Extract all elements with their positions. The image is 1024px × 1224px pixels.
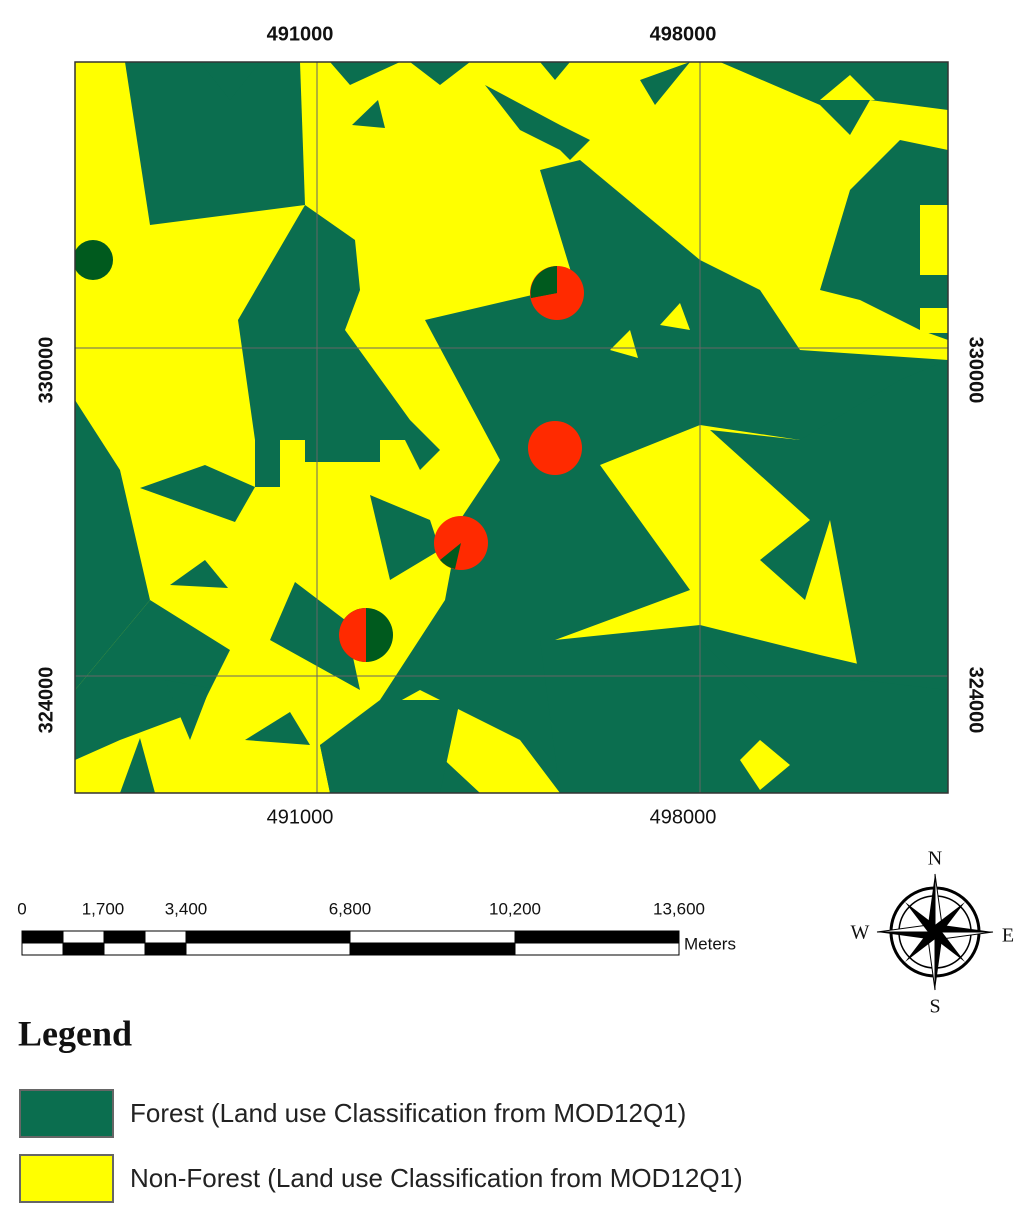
scale-label: 1,700 xyxy=(82,899,125,918)
compass-label: E xyxy=(1002,925,1014,947)
map-shape xyxy=(103,930,146,944)
legend-item: Forest (Land use Classification from MOD… xyxy=(130,1098,686,1128)
grid-label: 330000 xyxy=(965,337,987,404)
map-shape xyxy=(410,62,470,85)
map-shape xyxy=(640,62,690,105)
map-shape xyxy=(21,930,64,944)
map-shape xyxy=(531,290,557,298)
scale-label: 13,600 xyxy=(653,899,705,918)
map-shape xyxy=(540,62,570,80)
map-shape xyxy=(200,62,260,100)
map-shape xyxy=(530,266,557,298)
grid-label: 498000 xyxy=(650,806,717,828)
map-shape xyxy=(165,680,210,740)
scale-label: 3,400 xyxy=(165,899,208,918)
map-shape xyxy=(320,160,948,793)
map-shape xyxy=(144,942,187,956)
map-shape xyxy=(75,600,230,760)
scale-unit: Meters xyxy=(684,934,736,953)
map-frame xyxy=(74,61,949,794)
legend-item: Non-Forest (Land use Classification from… xyxy=(130,1163,743,1193)
map-shape xyxy=(125,62,305,225)
grid-label: 324000 xyxy=(35,667,57,734)
grid-label: 330000 xyxy=(35,337,57,404)
map-shape xyxy=(238,205,440,487)
scale-label: 6,800 xyxy=(329,899,372,918)
scale-label: 10,200 xyxy=(489,899,541,918)
map-shape xyxy=(660,303,690,330)
map-shape xyxy=(320,700,460,793)
map-shape xyxy=(330,62,400,85)
map-shape xyxy=(528,421,582,475)
map-shape xyxy=(339,608,366,662)
map-shape xyxy=(820,140,948,340)
map-shape xyxy=(75,240,113,280)
map-shape xyxy=(140,465,255,522)
map-shape xyxy=(905,902,965,962)
scale-label: 0 xyxy=(17,899,26,918)
map-shape xyxy=(352,100,385,128)
legend-swatch xyxy=(19,1089,114,1138)
map-body xyxy=(75,62,948,793)
north-arrow xyxy=(876,873,994,991)
grid-label: 498000 xyxy=(650,23,717,45)
map-shape xyxy=(740,740,790,790)
grid-label: 491000 xyxy=(267,23,334,45)
map-shape xyxy=(170,560,228,588)
map-shape xyxy=(610,330,638,358)
compass-label: W xyxy=(851,922,870,944)
map-shape xyxy=(440,543,461,569)
map-shape xyxy=(120,738,155,793)
map-shape xyxy=(920,205,948,275)
legend-swatch xyxy=(19,1154,114,1203)
map-shape xyxy=(820,75,875,100)
grid-label: 324000 xyxy=(965,667,987,734)
grid-label: 491000 xyxy=(267,806,334,828)
map-shape xyxy=(485,85,590,160)
map-shape xyxy=(370,495,440,580)
map-shape xyxy=(75,400,150,690)
map-shape xyxy=(270,582,360,690)
map-shape xyxy=(710,360,948,690)
compass-label: N xyxy=(928,848,942,870)
legend-title: Legend xyxy=(18,1013,132,1053)
compass-label: S xyxy=(929,996,940,1018)
map-shape xyxy=(920,308,948,333)
scale-bar xyxy=(21,930,680,956)
map-shape xyxy=(514,930,680,944)
map-shape xyxy=(349,942,516,956)
map-shape xyxy=(62,942,105,956)
map-shape xyxy=(185,930,351,944)
map-shape xyxy=(245,712,310,745)
